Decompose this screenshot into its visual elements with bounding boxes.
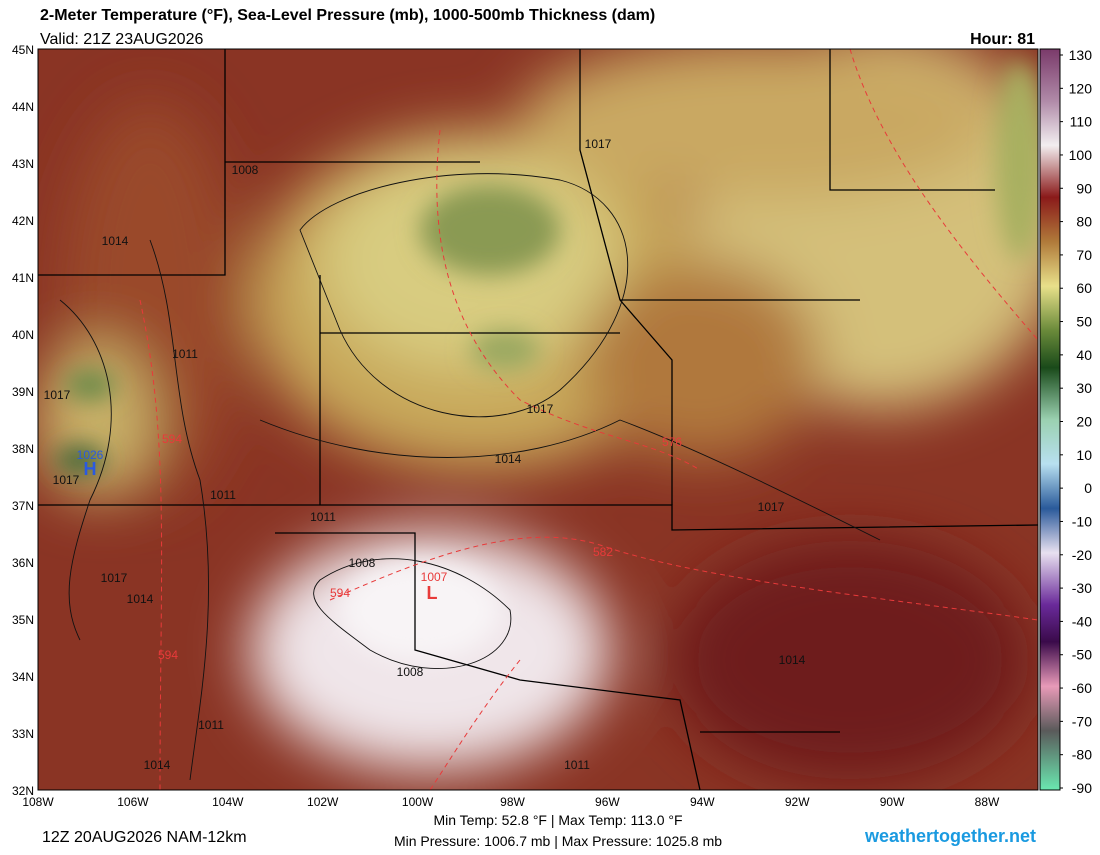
lat-label: 42N (12, 214, 34, 228)
valid-time: Valid: 21Z 23AUG2026 (40, 31, 203, 48)
colorbar-label: -50 (1072, 647, 1092, 663)
colorbar-label: 30 (1076, 380, 1092, 396)
contour-label: 1017 (585, 137, 612, 151)
contour-label: 1011 (564, 758, 590, 772)
contour-label: 1011 (198, 718, 224, 732)
contour-label: 1017 (53, 473, 80, 487)
colorbar-label: -10 (1072, 513, 1092, 529)
colorbar-label: 0 (1084, 480, 1092, 496)
colorbar-label: -80 (1072, 747, 1092, 763)
colorbar (1039, 48, 1061, 791)
lat-label: 32N (12, 784, 34, 798)
lon-label: 94W (690, 795, 715, 809)
site-name: weathertogether.net (864, 826, 1036, 846)
lat-label: 45N (12, 43, 34, 57)
colorbar-label: 50 (1076, 314, 1092, 330)
colorbar-label: -70 (1072, 713, 1092, 729)
map (38, 49, 1038, 790)
lat-label: 34N (12, 670, 34, 684)
contour-label: 1008 (349, 556, 376, 570)
contour-label: H (84, 459, 97, 479)
contour-label: L (427, 583, 438, 603)
lat-label: 35N (12, 613, 34, 627)
contour-label: 1017 (101, 571, 128, 585)
title: 2-Meter Temperature (°F), Sea-Level Pres… (40, 7, 655, 24)
contour-label: 1014 (495, 452, 522, 466)
pressure-range: Min Pressure: 1006.7 mb | Max Pressure: … (394, 833, 722, 849)
lat-label: 41N (12, 271, 34, 285)
colorbar-label: -60 (1072, 680, 1092, 696)
colorbar-label: 130 (1069, 47, 1093, 63)
contour-label: 1008 (232, 163, 259, 177)
colorbar-label: 70 (1076, 247, 1092, 263)
contour-label: 1017 (44, 388, 71, 402)
colorbar-label: 60 (1076, 280, 1092, 296)
lat-label: 38N (12, 442, 34, 456)
contour-label: 594 (158, 648, 178, 662)
contour-label: 1011 (210, 488, 236, 502)
colorbar-label: 120 (1069, 80, 1093, 96)
contour-label: 1011 (172, 347, 198, 361)
lon-label: 106W (117, 795, 149, 809)
temp-range: Min Temp: 52.8 °F | Max Temp: 113.0 °F (433, 812, 682, 828)
map-frame (37, 48, 1039, 791)
contour-label: 594 (162, 432, 182, 446)
contour-label: 1014 (144, 758, 171, 772)
lon-label: 88W (975, 795, 1000, 809)
colorbar-label: 40 (1076, 347, 1092, 363)
colorbar-label: -20 (1072, 547, 1092, 563)
lat-label: 36N (12, 556, 34, 570)
lat-label: 44N (12, 100, 34, 114)
lon-label: 90W (880, 795, 905, 809)
colorbar-label: 10 (1076, 447, 1092, 463)
contour-label: 594 (330, 586, 350, 600)
lat-label: 40N (12, 328, 34, 342)
lat-label: 39N (12, 385, 34, 399)
contour-label: 1014 (779, 653, 806, 667)
colorbar-label: -90 (1072, 780, 1092, 796)
contour-label: 1026 (77, 448, 104, 462)
lon-label: 100W (402, 795, 434, 809)
labels: 45N 44N 43N 42N 41N 40N 39N 38N 37N 36N 35N 34N 33N 3… (12, 43, 1092, 809)
lat-label: 37N (12, 499, 34, 513)
contour-label: 1017 (527, 402, 554, 416)
colorbar-label: 80 (1076, 214, 1092, 230)
colorbar-label: -30 (1072, 580, 1092, 596)
lon-label: 96W (595, 795, 620, 809)
contour-label: 1011 (310, 510, 336, 524)
colorbar-label: 20 (1076, 414, 1092, 430)
contour-label: 576 (662, 435, 682, 449)
colorbar-label: -40 (1072, 613, 1092, 629)
contour-label: 1008 (397, 665, 424, 679)
forecast-hour: Hour: 81 (970, 31, 1035, 48)
colorbar-label: 100 (1069, 147, 1093, 163)
lon-label: 102W (307, 795, 339, 809)
lon-label: 104W (212, 795, 244, 809)
lon-label: 108W (22, 795, 54, 809)
model-run: 12Z 20AUG2026 NAM-12km (42, 829, 247, 846)
colorbar-label: 90 (1076, 180, 1092, 196)
lon-label: 92W (785, 795, 810, 809)
contour-label: 1014 (127, 592, 154, 606)
contour-label: 1017 (758, 500, 785, 514)
contour-label: 1007 (421, 570, 448, 584)
contour-label: 1014 (102, 234, 129, 248)
lat-label: 43N (12, 157, 34, 171)
colorbar-label: 110 (1070, 114, 1093, 130)
contour-label: 582 (593, 545, 613, 559)
lon-label: 98W (500, 795, 525, 809)
lat-label: 33N (12, 727, 34, 741)
